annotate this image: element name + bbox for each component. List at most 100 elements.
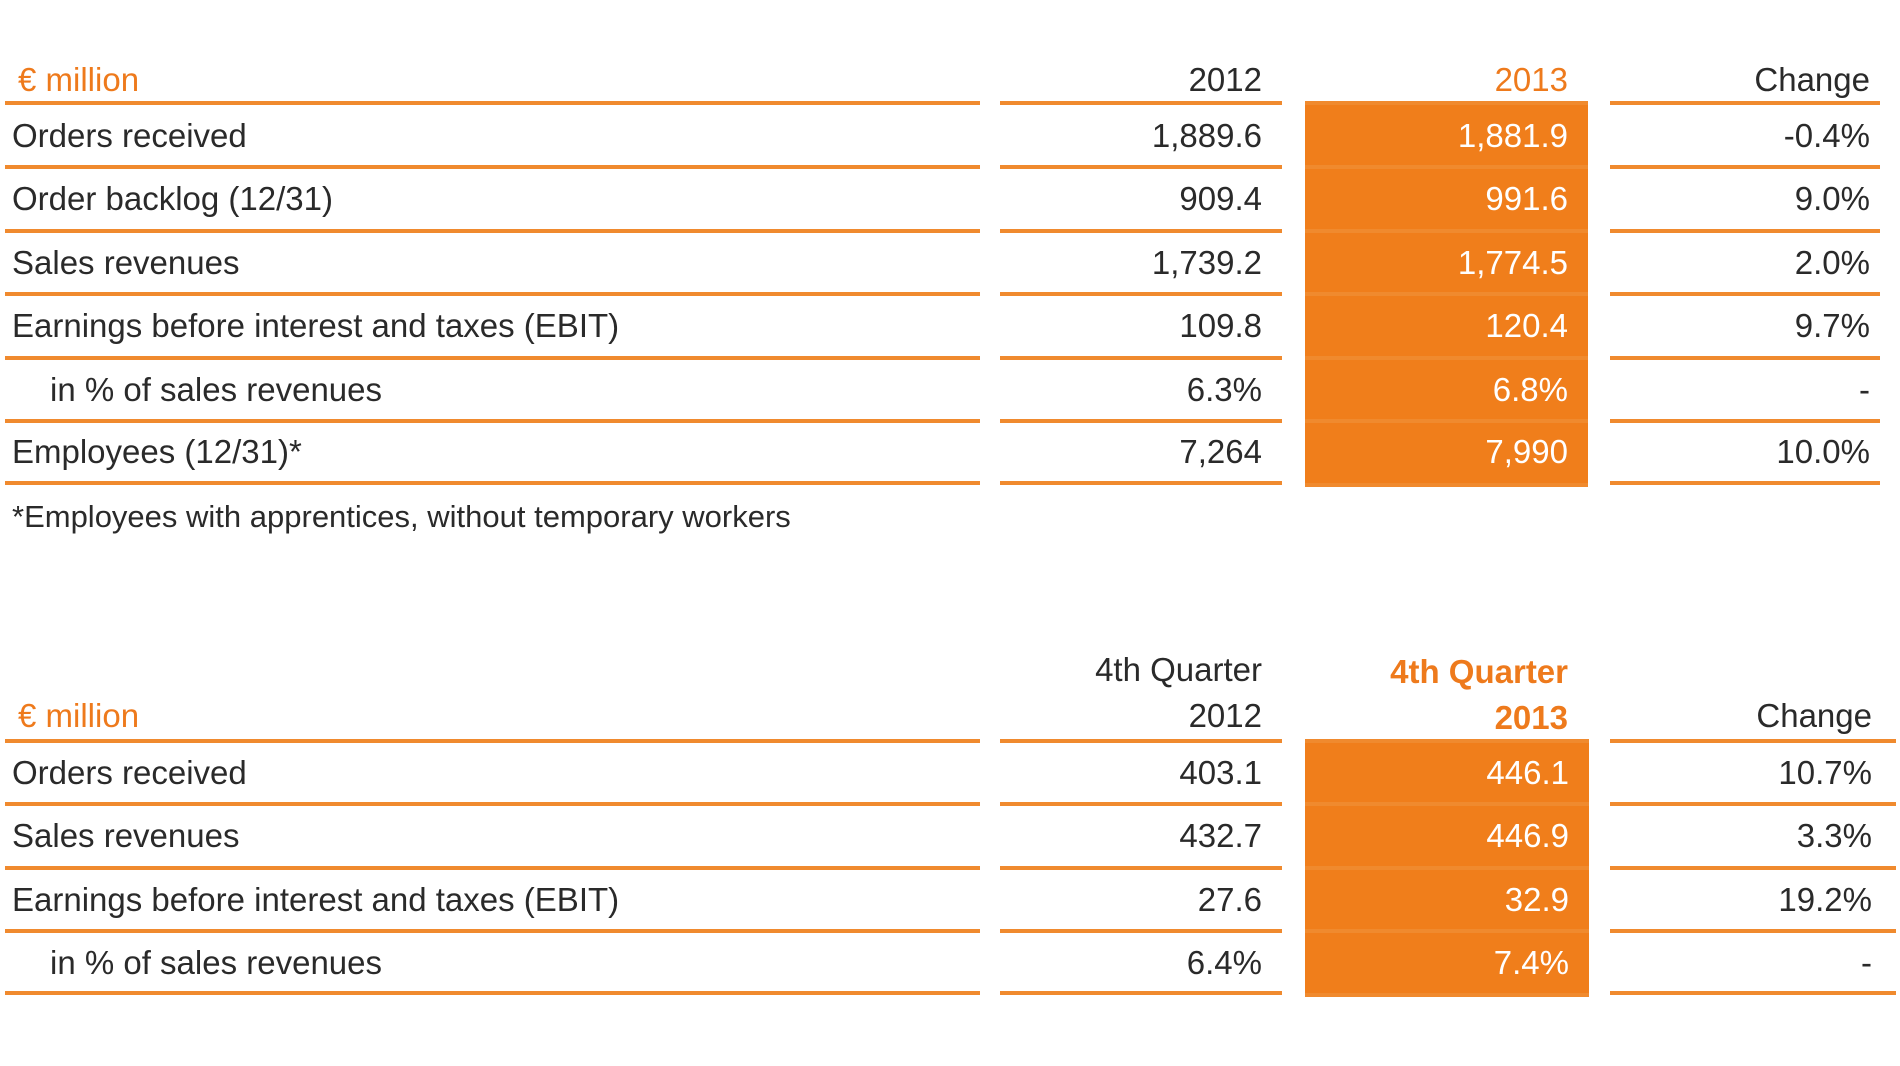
- quarter-col-2012-line2: 2012: [1188, 697, 1262, 734]
- table-cell-2013: 991.6: [1305, 169, 1588, 229]
- table-cell-2013: 32.9: [1305, 870, 1589, 929]
- annual-col-2013: 2013: [1494, 61, 1568, 98]
- annual-footnote: *Employees with apprentices, without tem…: [12, 499, 791, 534]
- row-rule: [1000, 229, 1282, 233]
- row-rule: [1610, 165, 1880, 169]
- table-cell-change: -: [1861, 944, 1872, 981]
- table-cell-2013: 446.9: [1305, 806, 1589, 866]
- row-rule: [1305, 929, 1589, 933]
- quarter-header-rule-label: [5, 739, 980, 743]
- row-rule: [1305, 483, 1588, 487]
- row-rule: [1000, 866, 1282, 870]
- table-cell-2012: 909.4: [1179, 180, 1262, 217]
- row-rule: [1610, 419, 1880, 423]
- quarter-header-rule-2013: [1305, 739, 1589, 743]
- quarter-col-2012-line1: 4th Quarter: [1095, 651, 1262, 688]
- row-rule: [1305, 292, 1588, 296]
- annual-unit-label: € million: [18, 61, 140, 98]
- table-cell-2012: 1,739.2: [1151, 244, 1262, 281]
- row-rule: [1610, 929, 1896, 933]
- row-rule: [1305, 165, 1588, 169]
- row-rule: [5, 929, 980, 933]
- row-rule: [1000, 419, 1282, 423]
- table-cell-2013: 1,774.5: [1305, 233, 1588, 292]
- table-row-label: Sales revenues: [12, 244, 240, 281]
- table-row-label: Orders received: [12, 117, 247, 154]
- quarter-unit-label: € million: [18, 697, 140, 734]
- annual-header-rule-change: [1610, 101, 1880, 105]
- table-row-label: Employees (12/31)*: [12, 433, 302, 470]
- row-rule: [1000, 292, 1282, 296]
- row-rule: [1610, 481, 1880, 485]
- table-cell-change: -0.4%: [1783, 117, 1870, 154]
- table-cell-change: 10.0%: [1776, 433, 1870, 470]
- table-cell-2012: 432.7: [1179, 817, 1262, 854]
- row-rule: [1610, 866, 1896, 870]
- table-cell-2012: 7,264: [1179, 433, 1262, 470]
- row-rule: [1610, 802, 1896, 806]
- row-rule: [1610, 991, 1896, 995]
- row-rule: [1610, 356, 1880, 360]
- row-rule: [1000, 356, 1282, 360]
- row-rule: [1305, 229, 1588, 233]
- table-row-label: Orders received: [12, 754, 247, 791]
- row-rule: [1610, 229, 1880, 233]
- row-rule: [1305, 419, 1588, 423]
- row-rule: [5, 481, 980, 485]
- row-rule: [1000, 991, 1282, 995]
- table-row-label: Order backlog (12/31): [12, 180, 333, 217]
- row-rule: [1305, 802, 1589, 806]
- row-rule: [5, 356, 980, 360]
- row-rule: [5, 802, 980, 806]
- table-cell-2012: 109.8: [1179, 307, 1262, 344]
- row-rule: [5, 229, 980, 233]
- row-rule: [5, 292, 980, 296]
- row-rule: [1610, 292, 1880, 296]
- table-row-label: in % of sales revenues: [50, 944, 383, 981]
- table-cell-2012: 27.6: [1197, 881, 1262, 918]
- quarter-col-2013-line2: 2013: [1494, 699, 1568, 736]
- row-rule: [1305, 993, 1589, 997]
- table-cell-change: -: [1859, 371, 1870, 408]
- quarter-header-rule-change: [1610, 739, 1896, 743]
- table-cell-change: 19.2%: [1778, 881, 1872, 918]
- table-cell-2013: 7,990: [1305, 423, 1588, 483]
- row-rule: [1305, 866, 1589, 870]
- table-cell-2013: 120.4: [1305, 296, 1588, 356]
- table-cell-change: 9.7%: [1794, 307, 1870, 344]
- row-rule: [5, 419, 980, 423]
- row-rule: [1000, 481, 1282, 485]
- annual-header-rule-label: [5, 101, 980, 105]
- table-cell-2013: 446.1: [1305, 743, 1589, 802]
- table-row-label: in % of sales revenues: [50, 371, 383, 408]
- table-row-label: Earnings before interest and taxes (EBIT…: [12, 307, 620, 344]
- table-cell-2012: 403.1: [1179, 754, 1262, 791]
- table-cell-change: 9.0%: [1794, 180, 1870, 217]
- table-cell-change: 3.3%: [1796, 817, 1872, 854]
- row-rule: [1000, 165, 1282, 169]
- row-rule: [1000, 929, 1282, 933]
- table-cell-change: 10.7%: [1778, 754, 1872, 791]
- table-cell-2013: 1,881.9: [1305, 105, 1588, 165]
- quarter-col-2013-line1: 4th Quarter: [1390, 653, 1568, 690]
- table-row-label: Earnings before interest and taxes (EBIT…: [12, 881, 620, 918]
- row-rule: [1305, 356, 1588, 360]
- quarter-col-change: Change: [1756, 697, 1872, 734]
- table-cell-2013: 6.8%: [1305, 360, 1588, 419]
- table-cell-change: 2.0%: [1794, 244, 1870, 281]
- table-cell-2012: 6.3%: [1186, 371, 1262, 408]
- table-cell-2013: 7.4%: [1305, 933, 1589, 993]
- quarter-header-rule-2012: [1000, 739, 1282, 743]
- row-rule: [5, 165, 980, 169]
- table-row-label: Sales revenues: [12, 817, 240, 854]
- annual-header-rule-2013: [1305, 101, 1588, 105]
- row-rule: [1000, 802, 1282, 806]
- annual-col-2012: 2012: [1188, 61, 1262, 98]
- row-rule: [5, 991, 980, 995]
- row-rule: [5, 866, 980, 870]
- annual-header-rule-2012: [1000, 101, 1282, 105]
- table-cell-2012: 1,889.6: [1151, 117, 1262, 154]
- table-cell-2012: 6.4%: [1186, 944, 1262, 981]
